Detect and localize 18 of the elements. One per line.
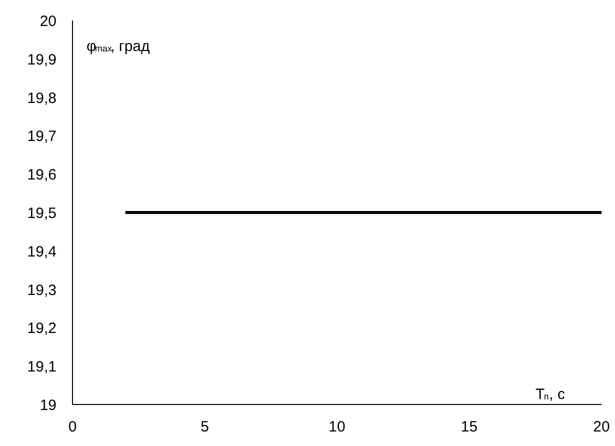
x-tick-label: 5 — [200, 418, 209, 436]
x-tick-label: 0 — [68, 418, 77, 436]
y-tick-label: 19 — [40, 397, 57, 414]
y-tick-label: 19,7 — [27, 128, 57, 146]
y-tick-label: 19,6 — [27, 166, 57, 184]
y-tick-label: 19,8 — [27, 90, 57, 107]
y-tick-label: 19,2 — [27, 320, 57, 338]
y-tick-label: 19,5 — [27, 205, 57, 222]
x-tick-label: 10 — [328, 418, 346, 436]
y-tick-label: 19,4 — [27, 243, 57, 260]
y-tick-label: 19,9 — [27, 51, 57, 68]
x-tick-label: 20 — [593, 418, 610, 436]
x-tick-label: 15 — [460, 418, 478, 436]
x-axis-title: Tп, с — [536, 386, 566, 403]
y-tick-label: 19,1 — [27, 358, 57, 376]
y-axis-title: φmax, град — [86, 38, 150, 55]
y-tick-label: 19,3 — [27, 282, 57, 299]
y-tick-label: 20 — [40, 13, 57, 30]
